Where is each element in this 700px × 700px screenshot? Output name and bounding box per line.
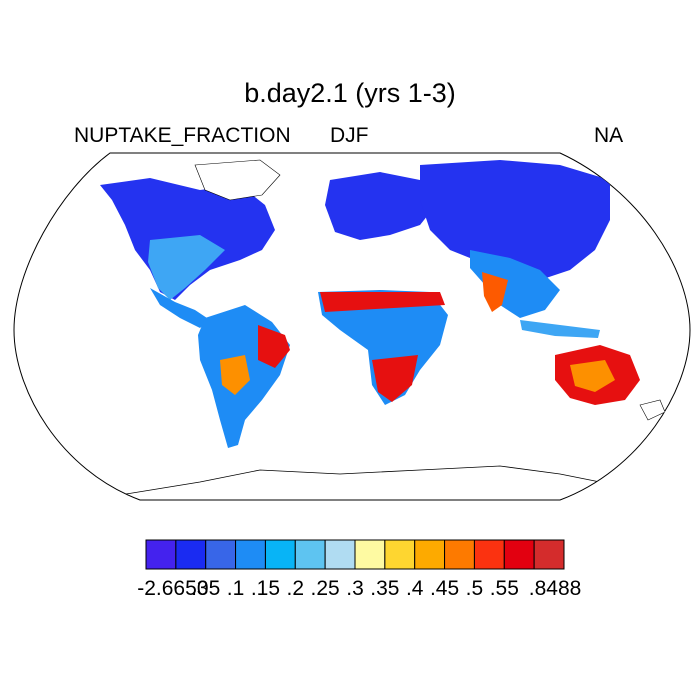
colorbar-label: -2.6653 (137, 577, 208, 600)
sahara-gap (322, 245, 470, 295)
colorbar-box (324, 539, 356, 570)
colorbar-box (444, 539, 475, 570)
landmass-layer (100, 159, 666, 496)
colorbar-box (533, 539, 565, 570)
colorbar-label: .5 (466, 577, 484, 600)
colorbar-label: .4 (406, 577, 424, 600)
sahel-band (320, 292, 445, 312)
plot-title: b.day2.1 (yrs 1-3) (244, 78, 456, 108)
colorbar-label: .3 (346, 577, 364, 600)
colorbar-label: .2 (287, 577, 305, 600)
colorbar-box (235, 539, 266, 570)
colorbar-labels: -2.6653.05 .1 .15 .2 .25 .3 .35 .4 .45 .5 .55 .8488 (137, 577, 581, 600)
asia (420, 160, 610, 280)
indonesia (520, 320, 600, 338)
australia-interior (570, 360, 615, 392)
map-border (13, 152, 691, 501)
colorbar-box (175, 539, 207, 570)
europe (325, 172, 440, 240)
colorbar-label: .15 (251, 577, 280, 600)
colorbar-box (205, 539, 237, 570)
greenland (194, 159, 281, 201)
colorbar-box (294, 539, 326, 570)
africa (318, 290, 448, 405)
colorbar-box (503, 539, 535, 570)
colorbar-label: .8488 (529, 577, 582, 600)
colorbar-label: .45 (430, 577, 459, 600)
colorbar-box (264, 539, 296, 570)
colorbar-label: .05 (191, 577, 220, 600)
asia-south (470, 250, 560, 318)
colorbar-box (414, 539, 446, 570)
colorbar-label: .25 (311, 577, 340, 600)
north-america-east (148, 235, 225, 300)
season-label: DJF (330, 124, 369, 147)
colorbar-box (145, 539, 177, 570)
colorbar-box (473, 539, 505, 570)
variable-label: NUPTAKE_FRACTION (74, 124, 291, 147)
colorbar-label: .35 (370, 577, 399, 600)
colorbar-box (354, 539, 386, 570)
south-america-central (220, 355, 250, 395)
colorbar-box (384, 539, 416, 570)
colorbar-label: .55 (490, 577, 519, 600)
india (482, 272, 508, 312)
africa-south (372, 355, 418, 402)
colorbar-label: .1 (227, 577, 245, 600)
brazil-east (258, 325, 290, 368)
mexico (150, 288, 210, 328)
colorbar-boxes (145, 539, 565, 570)
right-label: NA (594, 124, 624, 147)
